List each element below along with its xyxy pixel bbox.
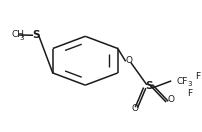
Text: O: O [131, 104, 138, 113]
Text: S: S [145, 81, 152, 91]
Text: S: S [32, 30, 39, 40]
Text: 3: 3 [186, 81, 191, 88]
Text: O: O [125, 56, 132, 65]
Text: F: F [194, 72, 199, 81]
Text: 3: 3 [20, 35, 24, 41]
Text: CH: CH [11, 30, 24, 39]
Text: O: O [166, 95, 173, 104]
Text: F: F [186, 89, 191, 98]
Text: CF: CF [176, 77, 187, 86]
